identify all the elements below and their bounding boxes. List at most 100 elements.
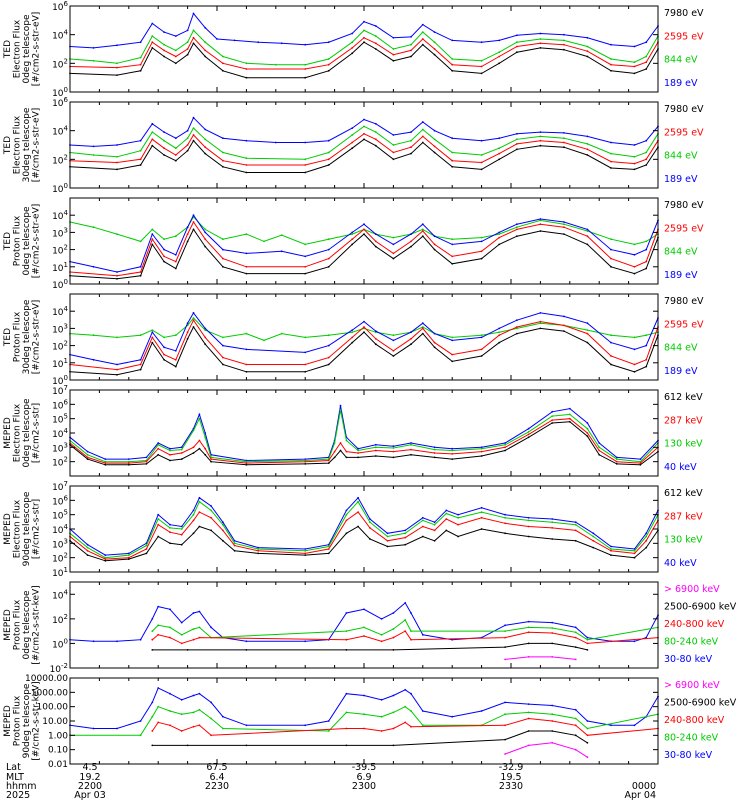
data-point [86,546,89,549]
data-point [633,348,636,351]
data-point [139,274,142,277]
data-point [139,358,142,361]
data-point [174,137,177,140]
data-point [563,330,565,332]
x-tick-mlt: 6.9 [356,772,371,783]
data-point [151,122,154,125]
data-point [451,137,454,140]
x-tick-lat: -32.9 [499,762,524,773]
data-point [586,148,589,151]
data-point [504,522,506,525]
data-point [404,721,407,724]
data-point [433,145,436,148]
data-point [192,42,195,45]
data-point [551,741,554,744]
data-point [539,327,542,330]
data-point [257,41,260,44]
data-point [574,539,577,542]
data-point [392,744,395,747]
data-point [210,505,213,507]
data-point [192,12,195,15]
data-point [192,509,195,512]
data-point [204,128,207,131]
data-point [633,65,636,68]
data-point [327,238,330,241]
series-line [151,630,659,644]
data-point [374,343,377,346]
data-point [404,529,407,532]
legend-entry: 30-80 keV [664,750,713,761]
data-point [633,253,636,256]
data-point [304,640,307,643]
data-point [163,346,166,349]
data-point [180,533,183,536]
y-axis-label-line: TED [3,232,13,251]
y-axis-label-line: MEPED [3,609,13,641]
data-point [451,360,454,363]
y-tick-label: 101 [52,566,68,579]
series-844-ev [69,125,659,161]
data-point [222,727,224,730]
data-point [204,453,207,456]
data-point [192,628,195,630]
data-point [198,417,201,420]
data-point [610,545,612,548]
y-axis-label-line: Electron Flux [13,19,23,78]
legend-entry: 40 keV [664,462,697,473]
data-point [198,500,201,503]
data-point [139,149,142,152]
data-point [151,638,154,641]
data-point [345,513,348,516]
y-axis-label-line: [#/cm2-s-str-keV] [32,681,42,760]
data-point [151,331,154,334]
data-point [586,341,589,344]
legend-entry: > 6900 keV [664,680,720,691]
data-point [374,443,377,446]
data-point [304,141,307,144]
data-point [480,506,483,509]
data-point [645,539,648,542]
data-point [86,456,89,459]
data-point [568,407,571,410]
data-point [527,730,530,732]
data-point [539,320,542,323]
legend-entry: 844 eV [664,55,698,66]
data-point [539,131,542,134]
legend-entry: 612 keV [664,488,703,499]
data-point [410,453,412,456]
data-point [151,22,154,25]
data-point [404,543,407,546]
data-point [480,154,483,156]
data-point [498,331,501,334]
y-tick-label: 107 [52,384,68,397]
data-point [574,529,577,532]
data-point [527,516,530,519]
data-point [374,330,377,332]
data-point [174,147,177,150]
data-point [374,245,377,248]
data-point [192,116,195,119]
y-tick-label: 1000.00 [31,688,68,698]
data-point [433,53,436,56]
data-point [222,529,224,532]
data-point [527,626,530,629]
data-point [345,439,348,442]
data-point [410,612,412,614]
data-point [639,458,642,460]
data-point [304,243,307,246]
data-point [610,69,612,72]
data-point [392,612,395,614]
data-point [610,238,612,241]
y-axis-label: TED Proton Flux 0deg telescope [#/cm2-s-str… [3,204,42,279]
data-point [574,748,577,751]
data-point [245,233,248,236]
y-tick-label: 101 [52,357,68,370]
legend-entry: 2595 eV [664,319,704,330]
data-point [86,549,89,552]
x-tick-time: 2330 [499,781,523,792]
data-point [210,701,213,704]
data-point [351,243,354,246]
data-point [327,265,330,268]
data-point [304,164,307,166]
